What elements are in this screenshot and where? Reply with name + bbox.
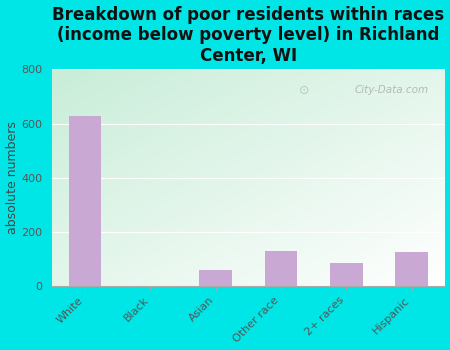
Title: Breakdown of poor residents within races
(income below poverty level) in Richlan: Breakdown of poor residents within races…	[52, 6, 445, 65]
Text: ⊙: ⊙	[299, 84, 310, 97]
Bar	[68, 116, 101, 286]
Bar	[199, 270, 232, 286]
Text: City-Data.com: City-Data.com	[355, 85, 429, 95]
Bar	[396, 252, 428, 286]
Bar	[265, 251, 297, 286]
Bar	[330, 263, 363, 286]
Y-axis label: absolute numbers: absolute numbers	[5, 121, 18, 234]
